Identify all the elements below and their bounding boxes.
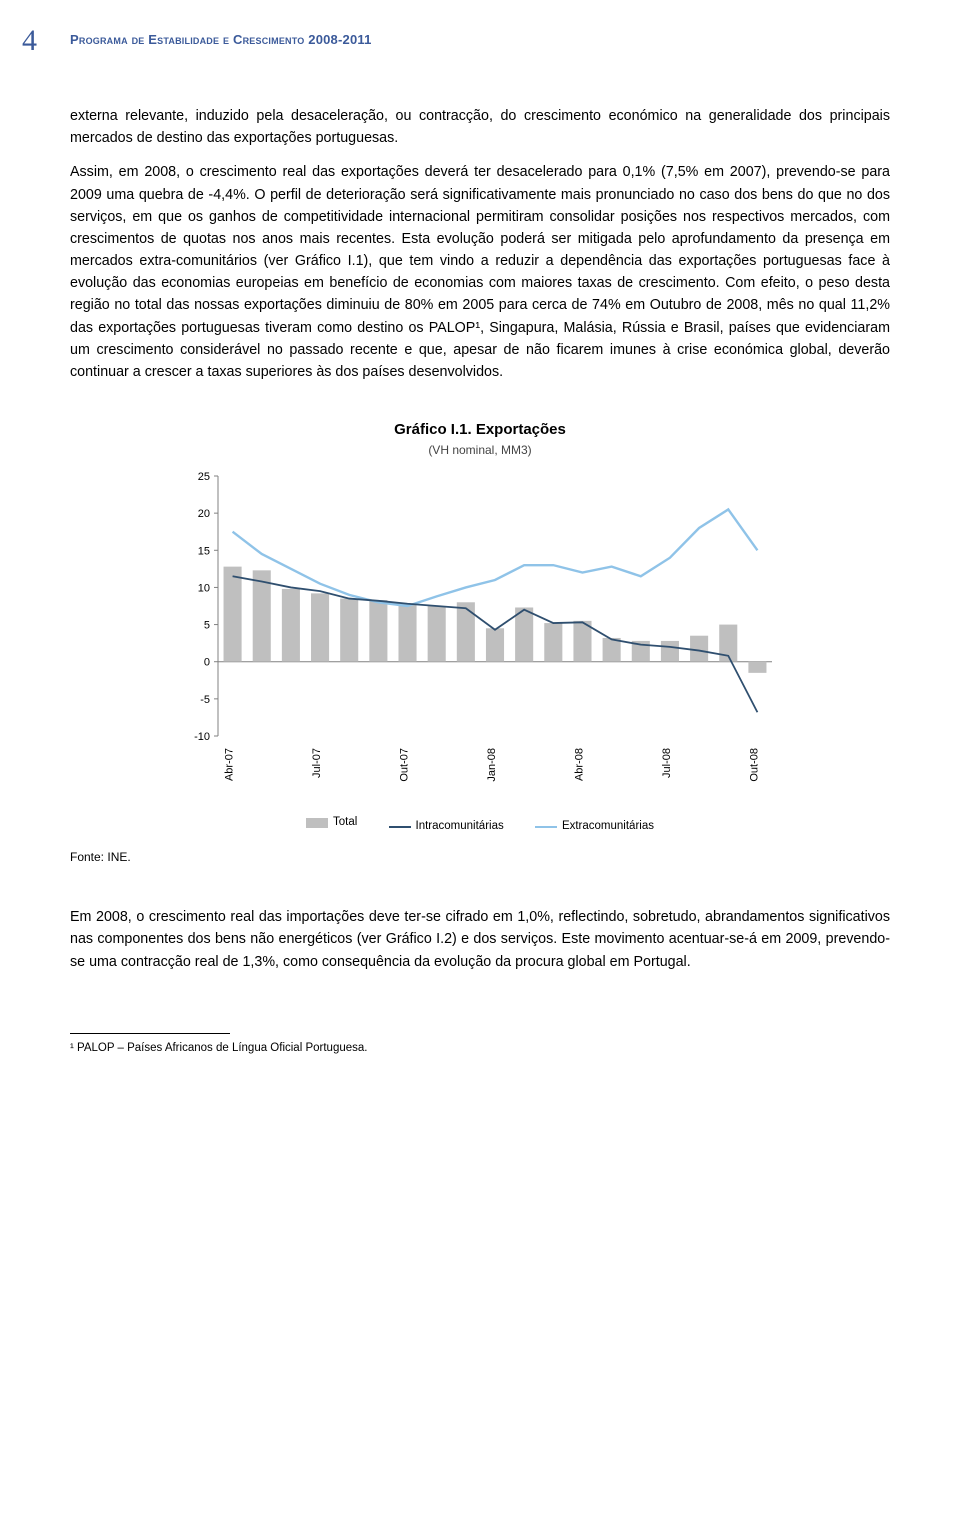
- body-paragraph-3: Em 2008, o crescimento real das importaç…: [70, 906, 890, 972]
- chart-exportacoes: Gráfico I.1. Exportações (VH nominal, MM…: [170, 418, 790, 836]
- legend-extra-label: Extracomunitárias: [562, 818, 654, 836]
- footnote-rule: [70, 1033, 230, 1034]
- chart-source: Fonte: INE.: [70, 848, 890, 867]
- svg-text:25: 25: [198, 471, 210, 483]
- legend-swatch-extra: [535, 826, 557, 828]
- legend-intra: Intracomunitárias: [389, 818, 504, 836]
- svg-text:Jul-07: Jul-07: [311, 748, 323, 778]
- svg-text:-10: -10: [194, 731, 210, 743]
- chart-svg: -10 -5 0 5 10 15 20 25 Abr-07 Jul-07 Out-07 Jan-08 A…: [170, 466, 790, 806]
- body-paragraph-2: Assim, em 2008, o crescimento real das e…: [70, 161, 890, 383]
- legend-swatch-bar: [306, 818, 328, 828]
- chart-subtitle: (VH nominal, MM3): [170, 441, 790, 460]
- legend-total-label: Total: [333, 814, 357, 832]
- header-title: Programa de Estabilidade e Crescimento 2…: [70, 30, 890, 50]
- svg-text:Jan-08: Jan-08: [486, 748, 498, 782]
- svg-text:-5: -5: [200, 694, 210, 706]
- svg-text:Out-08: Out-08: [748, 748, 760, 782]
- svg-text:Out-07: Out-07: [399, 748, 411, 782]
- svg-text:20: 20: [198, 508, 210, 520]
- svg-text:5: 5: [204, 619, 210, 631]
- page-number: 4: [22, 18, 37, 65]
- legend-extra: Extracomunitárias: [535, 818, 654, 836]
- svg-text:10: 10: [198, 582, 210, 594]
- svg-text:0: 0: [204, 657, 210, 669]
- page-header: 4 Programa de Estabilidade e Crescimento…: [70, 30, 890, 50]
- svg-text:Jul-08: Jul-08: [661, 748, 673, 778]
- footnote: ¹ PALOP – Países Africanos de Língua Ofi…: [70, 1040, 890, 1058]
- svg-text:Abr-07: Abr-07: [224, 748, 236, 781]
- chart-title: Gráfico I.1. Exportações: [170, 418, 790, 441]
- legend-intra-label: Intracomunitárias: [416, 818, 504, 836]
- chart-legend: Total Intracomunitárias Extracomunitária…: [170, 814, 790, 836]
- legend-total: Total: [306, 814, 357, 832]
- legend-swatch-intra: [389, 826, 411, 828]
- body-paragraph-1: externa relevante, induzido pela desacel…: [70, 105, 890, 149]
- svg-text:15: 15: [198, 545, 210, 557]
- svg-text:Abr-08: Abr-08: [573, 748, 585, 781]
